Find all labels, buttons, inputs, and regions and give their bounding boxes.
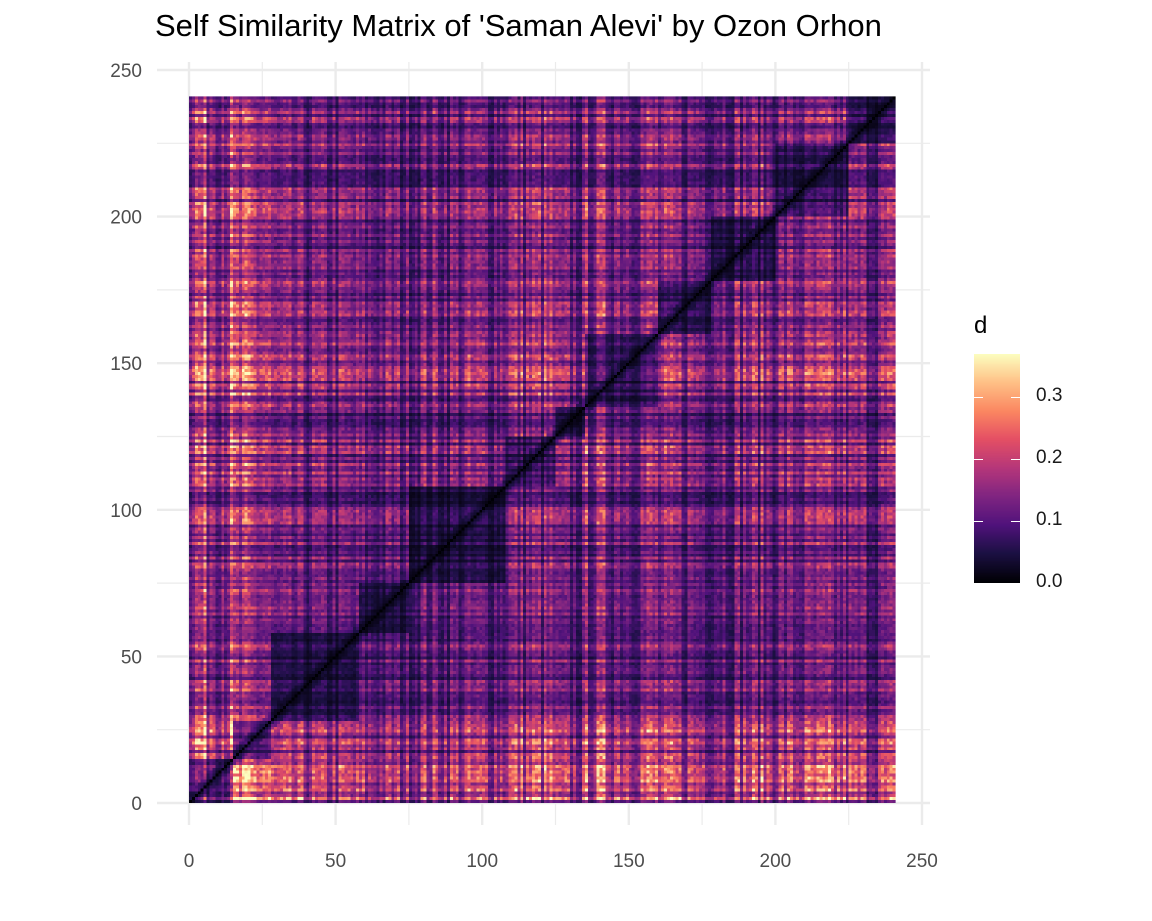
legend-colorbar — [974, 354, 1020, 583]
x-tick-label: 0 — [184, 851, 195, 872]
y-axis-ticks: 0 50 100 150 200 250 — [110, 61, 142, 815]
x-tick-label: 150 — [613, 851, 645, 872]
chart-title: Self Similarity Matrix of 'Saman Alevi' … — [155, 8, 882, 43]
color-legend: d 0.0 0.1 0.2 0.3 — [974, 312, 1114, 612]
legend-tick-label: 0.0 — [1036, 571, 1063, 592]
x-tick-label: 250 — [906, 851, 938, 872]
y-tick-label: 150 — [110, 354, 142, 375]
legend-tick-mark — [1011, 459, 1020, 461]
x-tick-label: 200 — [760, 851, 792, 872]
y-tick-label: 200 — [110, 208, 142, 229]
legend-tick-label: 0.1 — [1036, 509, 1063, 531]
y-tick-label: 0 — [131, 794, 142, 815]
legend-tick-mark — [1011, 397, 1020, 399]
legend-tick-mark — [1011, 521, 1020, 523]
legend-tick-mark — [1011, 583, 1020, 584]
x-axis-ticks: 0 50 100 150 200 250 — [184, 851, 938, 872]
y-tick-label: 50 — [121, 647, 142, 668]
x-tick-label: 100 — [466, 851, 498, 872]
heatmap-matrix — [189, 96, 896, 803]
y-tick-label: 250 — [110, 61, 142, 82]
legend-tick-mark — [974, 521, 983, 523]
legend-tick-mark — [974, 583, 983, 584]
legend-title: d — [974, 312, 988, 339]
y-tick-label: 100 — [110, 501, 142, 522]
legend-tick-label: 0.3 — [1036, 385, 1063, 407]
legend-tick-label: 0.2 — [1036, 447, 1063, 469]
x-tick-label: 50 — [325, 851, 346, 872]
legend-tick-mark — [974, 397, 983, 399]
legend-tick-mark — [974, 459, 983, 461]
